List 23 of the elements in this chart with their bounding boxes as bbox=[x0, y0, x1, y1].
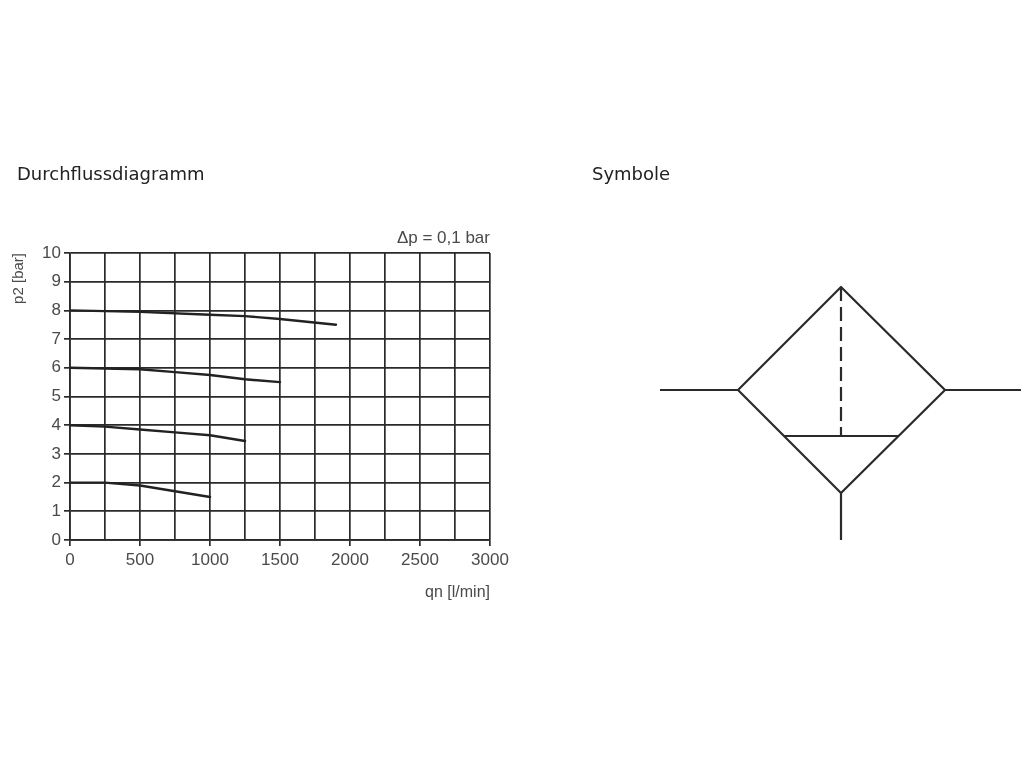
y-tick-label: 7 bbox=[51, 328, 61, 348]
chart-title: Durchflussdiagramm bbox=[17, 163, 205, 184]
x-axis-title: qn [l/min] bbox=[425, 582, 490, 600]
y-tick-label: 1 bbox=[51, 500, 61, 520]
x-tick-label: 1500 bbox=[261, 549, 299, 569]
y-tick-label: 5 bbox=[51, 386, 61, 406]
x-tick-label: 3000 bbox=[471, 549, 509, 569]
x-tick-label: 0 bbox=[65, 549, 75, 569]
y-tick-label: 4 bbox=[51, 414, 61, 434]
y-axis-title: p2 [bar] bbox=[9, 253, 27, 304]
x-tick-label: 500 bbox=[125, 549, 155, 569]
y-tick-label: 3 bbox=[51, 443, 61, 463]
text: Symbole bbox=[592, 163, 671, 184]
y-tick-label: 9 bbox=[51, 271, 61, 291]
x-tick-label: 1000 bbox=[191, 549, 229, 569]
text: Δp = 0,1 bar bbox=[396, 228, 491, 247]
x-tick-label: 2000 bbox=[331, 549, 369, 569]
y-tick-label: 10 bbox=[42, 242, 61, 262]
y-tick-label: 2 bbox=[51, 472, 61, 492]
x-tick-label: 2500 bbox=[401, 549, 439, 569]
y-tick-label: 0 bbox=[51, 529, 61, 549]
y-tick-label: 8 bbox=[51, 300, 61, 320]
y-tick-label: 6 bbox=[51, 357, 61, 377]
